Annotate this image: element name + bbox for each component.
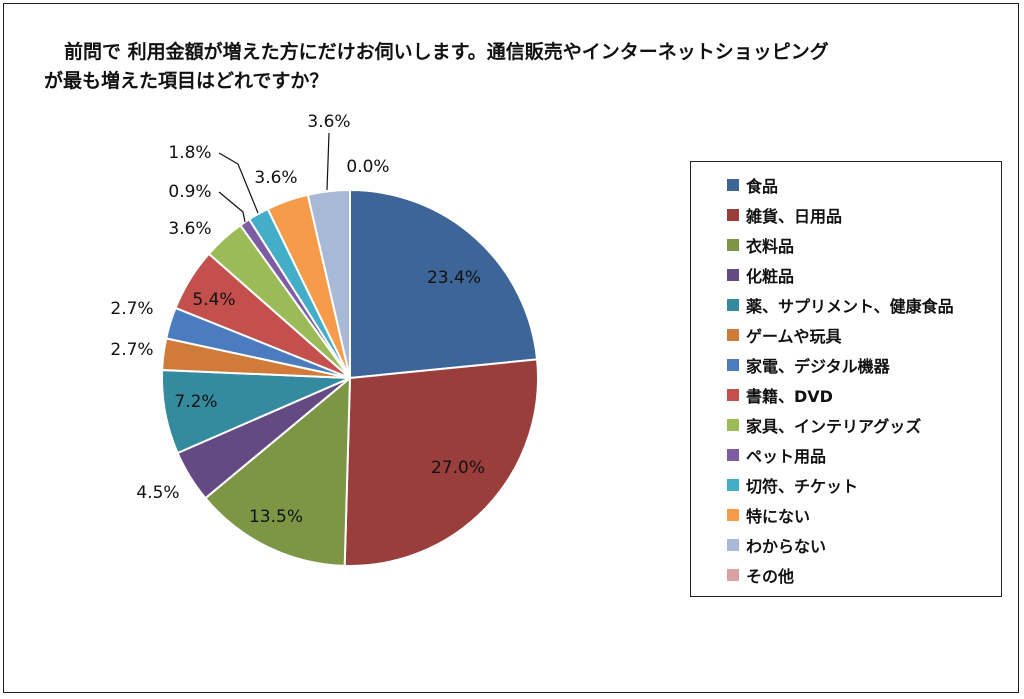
legend-label: 衣料品: [746, 237, 795, 256]
legend-item-9: ペット用品: [727, 440, 1001, 470]
legend-label: 切符、チケット: [746, 477, 859, 496]
legend-label: 雑貨、日用品: [746, 207, 843, 226]
legend-label: 家電、デジタル機器: [746, 357, 890, 376]
data-label-3: 4.5%: [136, 483, 179, 503]
legend-swatch: [727, 299, 739, 311]
legend-item-8: 家具、インテリアグッズ: [727, 410, 1001, 440]
legend-item-13: その他: [727, 560, 1001, 590]
data-label-10: 1.8%: [168, 143, 211, 163]
data-label-8: 3.6%: [168, 219, 211, 239]
legend-label: ペット用品: [746, 447, 827, 466]
data-label-12: 3.6%: [307, 112, 350, 132]
legend-item-7: 書籍、DVD: [727, 380, 1001, 410]
legend-swatch: [727, 419, 739, 431]
legend-label: 薬、サプリメント、健康食品: [746, 297, 954, 316]
data-label-13: 0.0%: [346, 157, 389, 177]
pie-slice-2: [204, 375, 352, 567]
legend-swatch: [727, 239, 739, 251]
data-label-2: 13.5%: [249, 507, 303, 527]
legend-item-3: 化粧品: [727, 260, 1001, 290]
legend-label: 化粧品: [746, 267, 795, 286]
legend: 食品雑貨、日用品 衣料品化粧品薬、サプリメント、健康食品 ゲームや玩具家電、デジタル…: [690, 161, 1002, 597]
legend-label: 書籍、DVD: [746, 387, 833, 406]
legend-item-11: 特にない: [727, 500, 1001, 530]
pie-slice-0: [349, 188, 539, 380]
data-label-9: 0.9%: [168, 182, 211, 202]
legend-swatch: [727, 329, 739, 341]
legend-label: その他: [746, 567, 795, 586]
legend-item-12: わからない: [727, 530, 1001, 560]
legend-item-2: 衣料品: [727, 230, 1001, 260]
pie-slice-12: [306, 188, 351, 379]
legend-swatch: [727, 509, 739, 521]
legend-label: 食品: [746, 177, 779, 196]
pie-slice-1: [343, 358, 539, 567]
legend-item-4: 薬、サプリメント、健康食品: [727, 290, 1001, 320]
legend-swatch: [727, 479, 739, 491]
legend-swatch: [727, 359, 739, 371]
data-label-1: 27.0%: [431, 458, 485, 478]
legend-swatch: [727, 389, 739, 401]
data-label-0: 23.4%: [427, 268, 481, 288]
legend-swatch: [727, 179, 739, 191]
data-label-7: 5.4%: [192, 290, 235, 310]
legend-label: わからない: [746, 537, 827, 556]
legend-item-0: 食品: [727, 170, 1001, 200]
legend-label: ゲームや玩具: [746, 327, 842, 346]
leader-line-10: [218, 152, 259, 214]
data-label-6: 2.7%: [110, 299, 153, 319]
leader-line-9: [218, 191, 246, 223]
chart-title: 前問で 利用金額が増えた方にだけお伺いします。通信販売やインターネットショッピン…: [44, 41, 829, 92]
legend-item-1: 雑貨、日用品: [727, 200, 1001, 230]
legend-swatch: [727, 449, 739, 461]
leader-line-12: [326, 132, 330, 191]
legend-label: 特にない: [746, 507, 811, 526]
legend-label: 家具、インテリアグッズ: [746, 417, 922, 436]
data-label-5: 2.7%: [110, 340, 153, 360]
legend-swatch: [727, 569, 739, 581]
data-label-4: 7.2%: [174, 392, 217, 412]
legend-item-6: 家電、デジタル機器: [727, 350, 1001, 380]
legend-swatch: [727, 539, 739, 551]
legend-swatch: [727, 269, 739, 281]
data-label-11: 3.6%: [254, 168, 297, 188]
legend-item-10: 切符、チケット: [727, 470, 1001, 500]
legend-item-5: ゲームや玩具: [727, 320, 1001, 350]
legend-swatch: [727, 209, 739, 221]
